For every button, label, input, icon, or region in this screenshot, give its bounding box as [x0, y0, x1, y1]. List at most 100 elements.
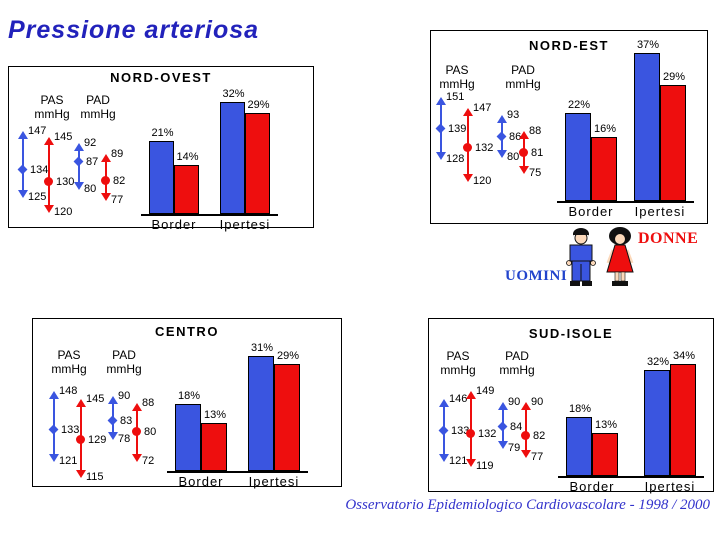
pad-label: PAD — [511, 63, 535, 77]
bar-men — [248, 356, 274, 471]
pad-women-mean-marker — [521, 430, 530, 440]
bars-baseline — [557, 201, 694, 203]
pas-women-range-bottom-arrow — [463, 173, 473, 182]
pas-women-mean-marker — [44, 177, 53, 186]
pas-women-range-bottom-arrow — [466, 459, 476, 467]
pad-women-mean-value: 81 — [531, 147, 544, 160]
panel-title: CENTRO — [155, 324, 219, 339]
pas-header: PAS mmHg — [43, 348, 95, 376]
pas-women-range-top-arrow — [44, 137, 54, 145]
bar-value-label: 21% — [151, 126, 174, 139]
bar-value-label: 34% — [672, 349, 696, 362]
pas-men-mean-value: 139 — [448, 123, 467, 136]
bar-value-label: 32% — [222, 88, 245, 100]
pas-men-mean-marker — [17, 164, 28, 175]
pas-unit: mmHg — [439, 77, 475, 91]
pad-women-max-value: 89 — [111, 148, 124, 161]
panel-centro: CENTRO PAS mmHg 148 133 121 145 129 115 PAD mmHg 90… — [32, 318, 342, 489]
pas-men-range-line — [22, 134, 24, 194]
pad-men-mean-value: 87 — [86, 156, 99, 168]
pad-men-range-bottom-arrow — [108, 432, 118, 441]
pad-men-range-top-arrow — [497, 115, 507, 123]
bar-women — [592, 433, 618, 476]
pad-header: PAD mmHg — [72, 93, 124, 121]
bar-men — [149, 140, 174, 214]
pad-women-range-bottom-arrow — [521, 449, 531, 458]
bar-men — [566, 416, 592, 476]
panel-title: NORD-OVEST — [110, 70, 212, 85]
pas-women-mean-value: 130 — [56, 176, 75, 188]
woman-icon — [606, 227, 634, 286]
pas-men-mean-marker — [48, 424, 59, 435]
bar-women — [591, 137, 617, 201]
category-label: Border — [178, 474, 224, 489]
pad-men-range-bottom-arrow — [498, 441, 508, 450]
pad-men-mean-value: 83 — [120, 415, 133, 428]
pas-men-mean-value: 133 — [451, 425, 470, 437]
pad-men-range-bottom-arrow — [497, 149, 507, 158]
pas-women-min-value: 120 — [54, 206, 73, 218]
pad-men-min-value: 79 — [508, 442, 521, 455]
pas-women-mean-marker — [466, 428, 475, 438]
pad-header: PAD mmHg — [497, 63, 549, 91]
pas-men-mean-marker — [438, 425, 449, 436]
pad-women-min-value: 75 — [529, 166, 542, 179]
pad-men-max-value: 90 — [118, 390, 131, 402]
pas-women-max-value: 145 — [54, 131, 73, 143]
bar-women — [245, 112, 270, 214]
pas-men-range-top-arrow — [18, 131, 28, 139]
pad-women-range-bottom-arrow — [519, 165, 529, 174]
pas-label: PAS — [40, 93, 64, 107]
panel-sud-isole: SUD-ISOLE PAS mmHg 146 133 121 149 132 119 PAD mmH… — [428, 318, 714, 494]
pad-women-range-top-arrow — [101, 154, 111, 163]
pas-men-max-value: 151 — [446, 91, 465, 103]
pad-women-min-value: 77 — [531, 450, 544, 463]
pas-unit: mmHg — [34, 107, 70, 121]
pas-men-range-top-arrow — [49, 391, 59, 399]
pas-label: PAS — [445, 63, 469, 77]
pad-unit: mmHg — [106, 362, 142, 376]
pad-men-mean-value: 84 — [510, 421, 523, 434]
pas-header: PAS mmHg — [26, 93, 78, 121]
panel-nord-est: NORD-EST PAS mmHg 151 139 128 147 132 120 PAD mmHg… — [430, 30, 708, 224]
bar-women — [670, 363, 696, 476]
bar-value-label: 29% — [276, 349, 300, 362]
bars-baseline — [141, 214, 278, 216]
pad-men-max-value: 93 — [507, 109, 520, 121]
legend-men-label: UOMINI — [505, 268, 568, 284]
panel-title: NORD-EST — [529, 38, 609, 53]
pad-unit: mmHg — [505, 77, 541, 91]
pad-header: PAD mmHg — [98, 348, 150, 376]
legend-women-label: DONNE — [638, 230, 699, 247]
caption: Osservatorio Epidemiologico Cardiovascol… — [345, 497, 710, 513]
pad-men-max-value: 90 — [508, 396, 521, 408]
pad-women-mean-value: 82 — [113, 175, 126, 187]
pad-men-range-bottom-arrow — [74, 181, 84, 190]
category-label: Ipertesi — [634, 204, 686, 219]
category-label: Border — [151, 217, 197, 232]
pad-label: PAD — [86, 93, 110, 107]
bar-women — [174, 165, 199, 214]
bar-value-label: 18% — [568, 402, 592, 415]
category-label: Ipertesi — [219, 217, 271, 232]
pad-men-mean-marker — [496, 131, 507, 142]
pad-unit: mmHg — [499, 363, 535, 377]
pas-header: PAS mmHg — [432, 349, 484, 377]
pad-women-range-top-arrow — [519, 131, 529, 139]
pad-label: PAD — [505, 349, 529, 363]
pas-women-mean-value: 132 — [478, 427, 497, 440]
pad-men-range-top-arrow — [498, 402, 508, 410]
panel-title: SUD-ISOLE — [528, 326, 614, 341]
pad-women-max-value: 88 — [142, 397, 155, 410]
pas-men-min-value: 121 — [449, 455, 468, 467]
pad-women-min-value: 72 — [142, 454, 155, 467]
pad-women-range-top-arrow — [521, 402, 531, 410]
pad-women-range-line — [525, 405, 527, 454]
bar-value-label: 16% — [593, 123, 617, 135]
pad-women-mean-marker — [101, 176, 110, 185]
pas-women-range-bottom-arrow — [76, 469, 86, 478]
pas-women-mean-value: 132 — [475, 142, 494, 155]
bar-value-label: 29% — [247, 98, 270, 111]
pad-women-max-value: 88 — [529, 125, 542, 137]
